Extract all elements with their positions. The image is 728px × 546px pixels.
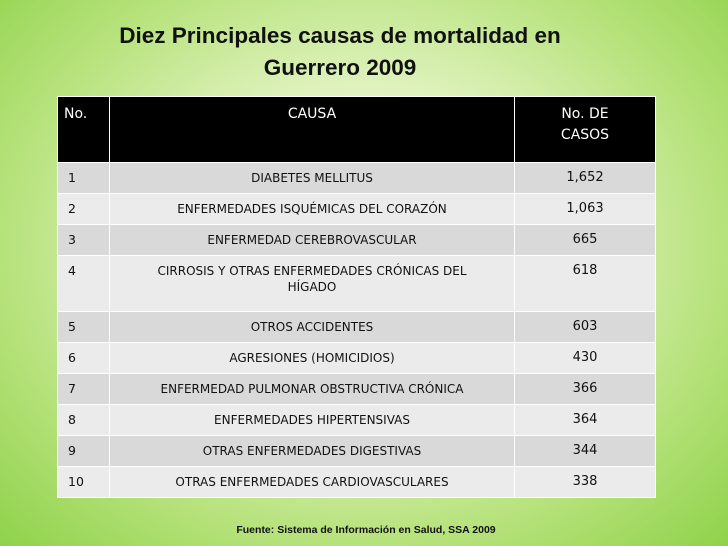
row-causa: ENFERMEDADES HIPERTENSIVAS <box>109 404 515 436</box>
table-row: 7 ENFERMEDAD PULMONAR OBSTRUCTIVA CRÓNIC… <box>57 373 656 405</box>
row-no: 1 <box>57 162 110 194</box>
row-no: 2 <box>57 193 110 225</box>
row-causa: CIRROSIS Y OTRAS ENFERMEDADES CRÓNICAS D… <box>109 255 515 312</box>
row-no: 3 <box>57 224 110 256</box>
table-row: 1 DIABETES MELLITUS 1,652 <box>57 162 656 194</box>
row-casos: 430 <box>514 342 656 374</box>
row-casos: 665 <box>514 224 656 256</box>
table-row: 3 ENFERMEDAD CEREBROVASCULAR 665 <box>57 224 656 256</box>
row-causa: AGRESIONES (HOMICIDIOS) <box>109 342 515 374</box>
row-causa: ENFERMEDADES ISQUÉMICAS DEL CORAZÓN <box>109 193 515 225</box>
row-no: 8 <box>57 404 110 436</box>
row-no: 10 <box>57 466 110 498</box>
row-casos: 1,063 <box>514 193 656 225</box>
row-causa: ENFERMEDAD PULMONAR OBSTRUCTIVA CRÓNICA <box>109 373 515 405</box>
row-causa-line-2: HÍGADO <box>287 280 337 294</box>
row-casos: 364 <box>514 404 656 436</box>
slide-title-line-1: Diez Principales causas de mortalidad en <box>119 23 561 48</box>
source-note: Fuente: Sistema de Información en Salud,… <box>0 524 728 536</box>
row-causa-line-1: CIRROSIS Y OTRAS ENFERMEDADES CRÓNICAS D… <box>157 264 467 278</box>
slide-title: Diez Principales causas de mortalidad en… <box>30 20 650 84</box>
row-casos: 618 <box>514 255 656 312</box>
row-causa: DIABETES MELLITUS <box>109 162 515 194</box>
table-row: 4 CIRROSIS Y OTRAS ENFERMEDADES CRÓNICAS… <box>57 255 656 312</box>
row-casos: 338 <box>514 466 656 498</box>
table-row: 9 OTRAS ENFERMEDADES DIGESTIVAS 344 <box>57 435 656 467</box>
row-no: 6 <box>57 342 110 374</box>
row-causa: ENFERMEDAD CEREBROVASCULAR <box>109 224 515 256</box>
row-causa: OTROS ACCIDENTES <box>109 311 515 343</box>
row-casos: 603 <box>514 311 656 343</box>
row-causa: OTRAS ENFERMEDADES CARDIOVASCULARES <box>109 466 515 498</box>
table-row: 5 OTROS ACCIDENTES 603 <box>57 311 656 343</box>
header-no: No. <box>57 96 110 163</box>
table-header-row: No. CAUSA No. DE CASOS <box>57 96 656 163</box>
table-row: 10 OTRAS ENFERMEDADES CARDIOVASCULARES 3… <box>57 466 656 498</box>
header-casos: No. DE CASOS <box>514 96 656 163</box>
header-casos-line-1: No. DE <box>561 106 609 122</box>
table-row: 6 AGRESIONES (HOMICIDIOS) 430 <box>57 342 656 374</box>
row-casos: 366 <box>514 373 656 405</box>
mortality-table: No. CAUSA No. DE CASOS 1 DIABETES MELLIT… <box>57 96 656 498</box>
row-no: 9 <box>57 435 110 467</box>
source-text: Fuente: Sistema de Información en Salud,… <box>236 524 496 536</box>
row-no: 4 <box>57 255 110 312</box>
header-causa: CAUSA <box>109 96 515 163</box>
header-casos-line-2: CASOS <box>560 127 610 143</box>
row-causa: OTRAS ENFERMEDADES DIGESTIVAS <box>109 435 515 467</box>
table-row: 2 ENFERMEDADES ISQUÉMICAS DEL CORAZÓN 1,… <box>57 193 656 225</box>
row-casos: 1,652 <box>514 162 656 194</box>
slide-title-line-2: Guerrero 2009 <box>263 55 417 80</box>
table-row: 8 ENFERMEDADES HIPERTENSIVAS 364 <box>57 404 656 436</box>
row-no: 7 <box>57 373 110 405</box>
row-casos: 344 <box>514 435 656 467</box>
row-no: 5 <box>57 311 110 343</box>
